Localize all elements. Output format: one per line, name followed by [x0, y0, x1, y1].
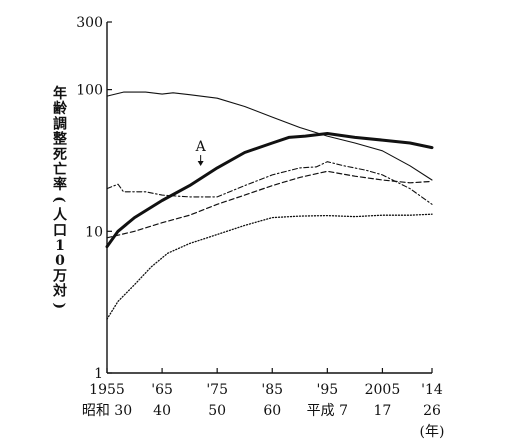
series-line-dashed: [106, 170, 433, 239]
x-unit-label: (年): [420, 424, 445, 440]
y-label-char: 口: [53, 223, 67, 239]
y-tick-label: 100: [76, 83, 103, 99]
y-label-char: 死: [52, 147, 67, 163]
y-label-char: 対: [52, 283, 67, 300]
x-tick-label-era: 17: [374, 403, 392, 419]
x-tick-label-era: 26: [423, 403, 441, 419]
x-tick-label-year: '85: [261, 382, 283, 398]
y-label-char: 0: [55, 253, 65, 269]
x-tick-label-era: 昭和 30: [82, 403, 132, 419]
x-tick-label-year: 1955: [89, 382, 125, 398]
x-tick-label-era: 平成 7: [307, 403, 348, 419]
y-label-char: 万: [52, 268, 67, 284]
y-label-char: 亡: [53, 161, 67, 178]
y-ticks: 1 10 100 300: [76, 15, 112, 382]
series-line-dotted: [106, 213, 433, 320]
series-line-dash-dot: [106, 161, 433, 205]
y-tick-label: 10: [85, 224, 103, 240]
y-label-char: 人: [53, 207, 68, 224]
x-tick-label-year: 2005: [365, 382, 401, 398]
y-tick-label: 300: [76, 15, 103, 31]
x-tick-label-year: '65: [151, 382, 173, 398]
y-label-char: (: [51, 196, 67, 203]
x-tick-label-era: 40: [153, 403, 171, 419]
x-ticks: 1955 昭和 30 '65 40 '75 50 '85 60 '95 平成 7 2005 17 '14…: [82, 368, 443, 419]
y-label-char: ): [51, 302, 67, 309]
series-layer: [105, 91, 434, 320]
annotation-label: A: [195, 139, 207, 155]
y-label-char: 齢: [53, 100, 68, 117]
series-line-thin-solid: [106, 91, 433, 181]
annotation-layer: A: [195, 139, 207, 167]
y-label-char: 年: [53, 85, 67, 102]
y-label-char: 1: [55, 238, 65, 254]
x-tick-label-year: '14: [421, 382, 443, 398]
annotation-arrow-head: [197, 161, 204, 167]
y-label-char: 率: [53, 176, 67, 193]
x-tick-label-year: '95: [317, 382, 339, 398]
series-line-thick-solid: [105, 132, 434, 249]
x-tick-label-era: 50: [208, 403, 226, 419]
y-label-char: 調: [53, 115, 67, 132]
y-tick-label: 1: [94, 366, 103, 382]
x-tick-label-era: 60: [263, 403, 281, 419]
x-tick-label-year: '75: [206, 382, 228, 398]
y-label-char: 整: [52, 131, 68, 148]
